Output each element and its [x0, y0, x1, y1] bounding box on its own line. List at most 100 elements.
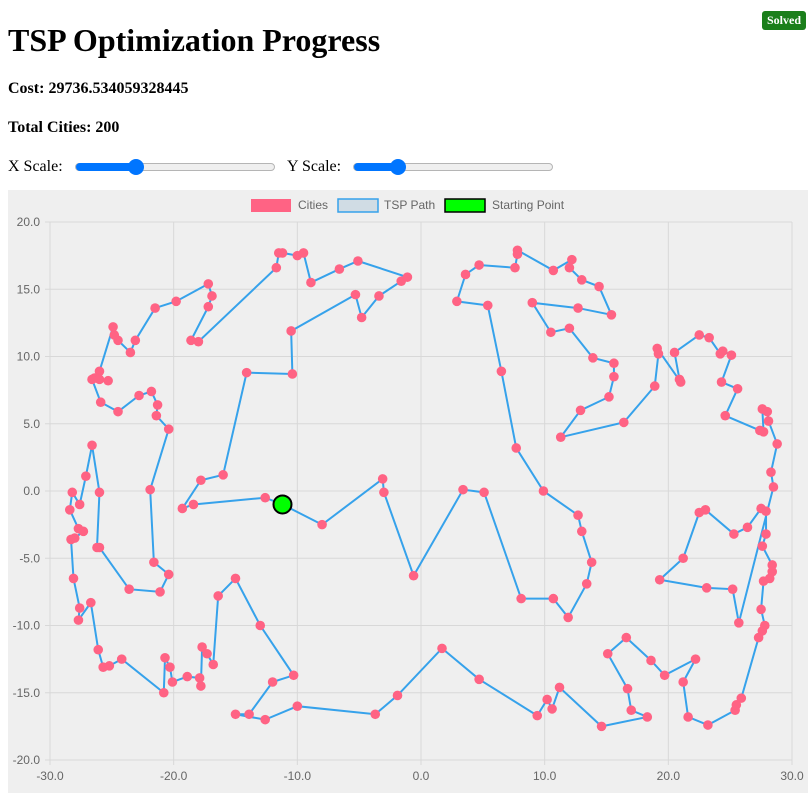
city-point	[729, 529, 739, 539]
x-scale-thumb[interactable]	[128, 159, 144, 175]
city-point	[108, 322, 118, 332]
city-point	[193, 336, 204, 347]
x-tick-label: 20.0	[657, 769, 681, 783]
y-axis-ticks: 20.0 15.0 10.0 5.0 0.0 -5.0 -10.0 -15.0 -20.0	[13, 215, 41, 767]
city-point	[95, 397, 106, 408]
city-point	[767, 560, 778, 570]
city-point	[292, 701, 303, 711]
city-point	[675, 377, 686, 387]
city-point	[716, 377, 727, 387]
y-tick-label: -10.0	[13, 619, 41, 633]
city-point	[761, 529, 771, 539]
city-point	[287, 369, 298, 379]
city-point	[512, 249, 523, 260]
city-point	[653, 349, 664, 359]
city-point	[619, 417, 629, 428]
city-point	[604, 392, 614, 402]
city-point	[93, 644, 104, 655]
city-point	[241, 367, 252, 378]
city-point	[149, 557, 159, 568]
city-point	[408, 570, 419, 581]
total-cities-display: Total Cities: 200	[8, 119, 120, 136]
city-point	[64, 505, 75, 515]
city-point	[588, 353, 598, 363]
x-tick-label: 0.0	[413, 769, 430, 783]
city-point	[564, 323, 575, 334]
city-point	[244, 709, 254, 720]
y-scale-slider[interactable]	[353, 159, 553, 175]
city-point	[218, 470, 228, 480]
x-tick-label: -10.0	[284, 769, 312, 783]
x-tick-label: -30.0	[36, 769, 64, 783]
city-point	[726, 350, 737, 360]
city-point	[458, 484, 468, 495]
city-point	[452, 296, 462, 307]
city-point	[573, 303, 583, 313]
city-point	[554, 682, 565, 693]
y-scale-thumb[interactable]	[390, 159, 406, 175]
city-point	[542, 694, 552, 705]
city-point	[197, 642, 207, 652]
city-point	[581, 579, 592, 589]
city-point	[86, 597, 96, 608]
city-point	[73, 615, 84, 625]
city-point	[659, 670, 670, 681]
city-point	[538, 486, 549, 496]
city-point	[767, 566, 778, 577]
city-point	[474, 260, 484, 270]
city-point	[734, 618, 744, 628]
city-point	[759, 620, 770, 631]
city-point	[370, 709, 381, 720]
city-point	[727, 584, 738, 594]
city-point	[532, 710, 543, 721]
city-point	[772, 439, 782, 449]
city-point	[286, 326, 296, 336]
city-point	[374, 291, 384, 301]
city-point	[555, 432, 566, 442]
city-point	[68, 573, 79, 584]
city-point	[622, 683, 633, 694]
y-tick-label: 5.0	[23, 417, 40, 431]
city-point	[74, 603, 85, 613]
city-point	[271, 262, 282, 273]
city-point	[547, 704, 557, 714]
city-point	[548, 265, 559, 276]
y-tick-label: -5.0	[19, 551, 40, 565]
city-point	[482, 300, 493, 311]
city-point	[609, 371, 619, 382]
city-point	[87, 374, 97, 385]
city-point	[116, 654, 127, 664]
city-point	[683, 712, 693, 722]
city-point	[567, 254, 577, 265]
city-point	[594, 281, 604, 292]
city-point	[596, 721, 607, 732]
city-point	[377, 474, 388, 484]
city-point	[317, 519, 327, 530]
city-point	[757, 404, 768, 414]
city-point	[756, 604, 766, 615]
city-point	[203, 301, 214, 312]
x-scale-slider[interactable]	[75, 159, 275, 175]
city-point	[742, 522, 753, 533]
tsp-chart-svg: Cities TSP Path Starting Point -30.0 -20.…	[13, 198, 804, 783]
city-point	[694, 330, 705, 340]
city-point	[586, 557, 597, 568]
city-point	[109, 330, 120, 340]
city-point	[701, 583, 712, 593]
y-tick-label: 15.0	[17, 282, 41, 296]
city-point	[768, 482, 779, 492]
city-point	[194, 673, 205, 683]
city-point	[146, 386, 157, 397]
city-point	[573, 510, 583, 521]
city-point	[642, 712, 653, 722]
legend-path-swatch	[337, 198, 379, 213]
city-point	[602, 648, 613, 659]
city-point	[755, 425, 765, 436]
city-point	[563, 612, 573, 623]
y-scale-label: Y Scale:	[287, 158, 342, 175]
city-point	[564, 262, 575, 273]
city-point	[720, 410, 731, 421]
city-point	[731, 700, 742, 710]
cost-display: Cost: 29736.534059328445	[8, 80, 189, 97]
city-point	[609, 358, 619, 369]
